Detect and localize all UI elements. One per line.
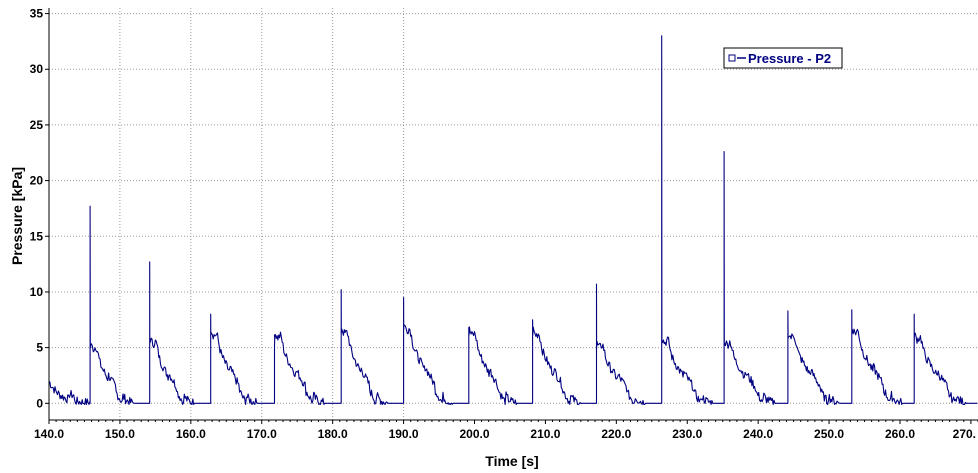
y-axis-label: Pressure [kPa] [9,167,25,265]
series-pressure-p2 [48,35,978,405]
axes [45,8,978,424]
x-tick-label: 270. [953,427,976,441]
x-axis-label: Time [s] [485,453,538,469]
x-tick-label: 140.0 [34,427,64,441]
tick-labels: 0 5 10 15 20 25 30 35 140.0 150.0 160.0 170.0 180.0 1… [30,7,976,441]
legend-entry-pressure-p2: Pressure - P2 [748,51,831,66]
x-tick-label: 210.0 [530,427,560,441]
y-tick-label: 25 [30,118,44,132]
x-tick-label: 200.0 [459,427,489,441]
x-tick-label: 230.0 [672,427,702,441]
x-tick-label: 160.0 [176,427,206,441]
y-tick-label: 10 [30,285,44,299]
x-tick-label: 260.0 [885,427,915,441]
x-tick-label: 250.0 [814,427,844,441]
legend-box [723,47,843,69]
legend-checkbox-icon[interactable] [728,54,736,62]
y-tick-label: 30 [30,62,44,76]
y-tick-label: 0 [36,396,43,410]
x-tick-label: 170.0 [247,427,277,441]
series-line-pressure-p2 [48,35,978,405]
x-tick-label: 190.0 [389,427,419,441]
grid [49,8,978,420]
x-tick-label: 180.0 [318,427,348,441]
y-tick-label: 5 [36,341,43,355]
x-tick-label: 240.0 [743,427,773,441]
x-tick-label: 150.0 [105,427,135,441]
x-tick-label: 220.0 [601,427,631,441]
y-tick-label: 20 [30,174,44,188]
y-tick-label: 35 [30,7,44,21]
legend[interactable]: Pressure - P2 [723,47,843,69]
y-tick-label: 15 [30,229,44,243]
